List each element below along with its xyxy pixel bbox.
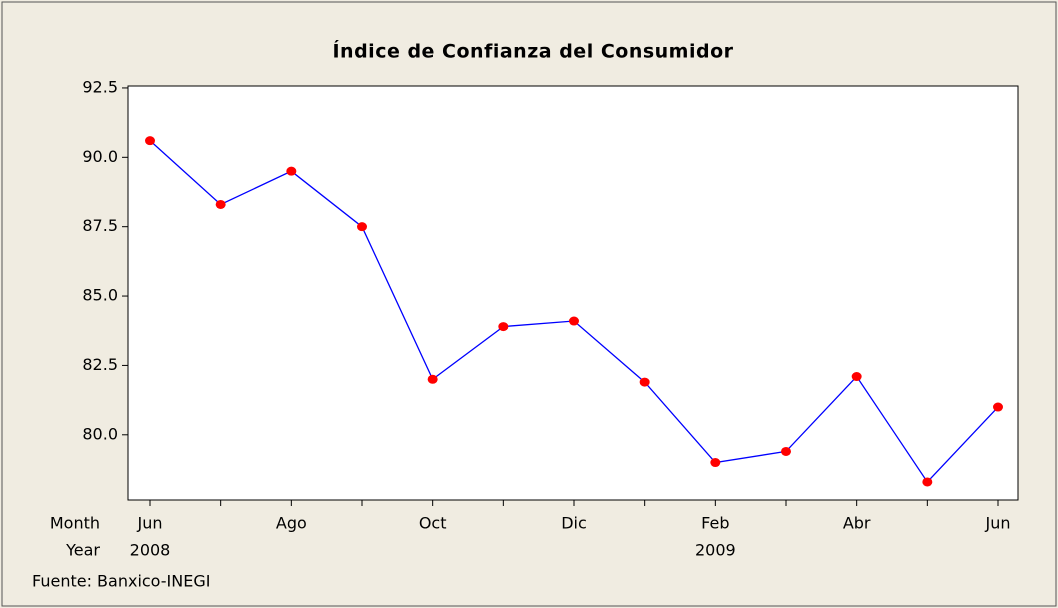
point — [145, 136, 155, 146]
x-row-label: Month — [50, 514, 100, 533]
y-tick-label: 80.0 — [82, 424, 118, 443]
x-tick-label: Feb — [701, 514, 729, 533]
y-tick-label: 85.0 — [82, 286, 118, 305]
point — [781, 446, 791, 456]
x-tick-label: Oct — [419, 514, 447, 533]
chart-title: Índice de Confianza del Consumidor — [332, 40, 733, 63]
footnote: Fuente: Banxico-INEGI — [32, 572, 210, 591]
point — [993, 402, 1003, 412]
y-tick-label: 87.5 — [82, 216, 118, 235]
point — [215, 199, 226, 209]
x-year-label: 2009 — [695, 541, 736, 560]
x-tick-label: Jun — [985, 514, 1011, 533]
plot-area — [127, 85, 1019, 501]
point — [357, 222, 367, 232]
x-tick-label: Jun — [137, 514, 163, 533]
x-tick-label: Ago — [276, 514, 307, 533]
x-tick-label: Abr — [843, 514, 871, 533]
x-year-label: 2008 — [130, 541, 171, 560]
point — [498, 322, 509, 332]
point — [851, 372, 862, 382]
point — [639, 377, 650, 387]
y-tick-label: 90.0 — [82, 147, 118, 166]
x-tick-label: Dic — [561, 514, 587, 533]
y-tick-label: 92.5 — [82, 77, 118, 96]
point — [922, 477, 933, 487]
point — [286, 166, 297, 176]
y-tick-label: 82.5 — [82, 355, 118, 374]
point — [569, 316, 579, 326]
x-row-label: Year — [65, 541, 100, 560]
point — [710, 458, 721, 468]
point — [427, 374, 438, 384]
